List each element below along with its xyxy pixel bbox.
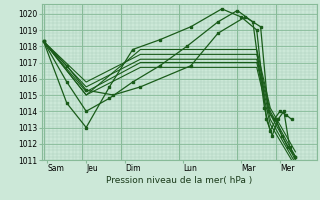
X-axis label: Pression niveau de la mer( hPa ): Pression niveau de la mer( hPa ) <box>106 176 252 185</box>
